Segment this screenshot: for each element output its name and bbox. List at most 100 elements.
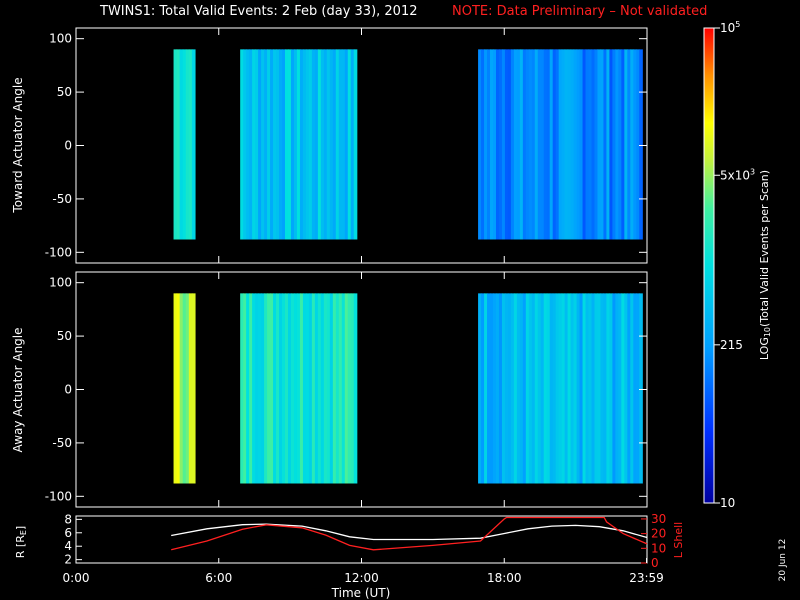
away-heatmap-strip [570,293,575,484]
away-heatmap-strip [546,293,551,484]
toward-heatmap-strip [567,49,572,240]
away-heatmap-strip [240,293,244,484]
toward-heatmap-strip [522,49,527,240]
away-heatmap-strip [487,293,491,484]
lshell-ytick-label: 20 [651,527,666,541]
toward-heatmap-strip [332,49,337,240]
away-heatmap-strip [173,293,178,484]
colorbar: 10 215 5x103 105 LOG10(Total Valid Events p… [703,20,772,510]
away-heatmap-strip [302,293,307,484]
away-heatmap-strip [543,293,548,484]
title-row: TWINS1: Total Valid Events: 2 Feb (day 3… [0,4,800,24]
time-xtick-label: 18:00 [487,571,522,585]
away-heatmap-strip [293,293,298,484]
toward-heatmap-strip [484,49,488,240]
radius-ytick-label: 8 [64,512,72,526]
toward-heatmap-strip [493,49,497,240]
away-heatmap-strip [246,293,250,484]
toward-heatmap-strip [540,49,545,240]
away-heatmap-strip [176,293,181,484]
toward-heatmap-strip [618,49,622,240]
time-xtick-label: 6:00 [205,571,232,585]
away-heatmap-strip [516,293,521,484]
toward-heatmap-strip [519,49,524,240]
preliminary-note: NOTE: Data Preliminary – Not validated [452,4,708,19]
away-heatmap-strip [624,293,628,484]
toward-heatmap-strip [347,49,352,240]
toward-heatmap-strip [335,49,340,240]
away-heatmap-strip [510,293,515,484]
away-heatmap-strip [478,293,482,484]
toward-heatmap-strip [478,49,482,240]
toward-heatmap-strip [570,49,575,240]
toward-heatmap-strip [633,49,637,240]
away-heatmap-strip [179,293,184,484]
date-stamp: 20 Jun 12 [778,539,788,582]
radius-ytick-label: 6 [64,526,72,540]
toward-heatmap-strip [179,49,184,240]
away-heatmap-strip [305,293,310,484]
toward-heatmap-strip [249,49,253,240]
away-heatmap-strip [498,293,503,484]
toward-heatmap-strip [246,49,250,240]
away-heatmap-strip [273,293,277,484]
toward-ytick-label: -50 [52,192,72,206]
away-heatmap-strip [481,293,485,484]
lshell-ylabel: L Shell [672,522,685,558]
away-ytick-label: 100 [49,276,72,290]
away-heatmap-strip [531,293,536,484]
away-heatmap-strip [287,293,292,484]
away-heatmap-strip [243,293,247,484]
toward-heatmap-strip [191,49,196,240]
away-heatmap-strip [308,293,313,484]
toward-heatmap-strip [558,49,563,240]
lshell-line [171,516,648,551]
away-heatmap-strip [585,293,590,484]
away-heatmap-strip [270,293,274,484]
colorbar-tick-label: 5x103 [720,167,755,182]
away-heatmap-strip [276,293,280,484]
away-ytick-label: 0 [64,383,72,397]
toward-heatmap-strip [573,49,578,240]
away-heatmap-strip [290,293,295,484]
away-heatmap-strip [252,293,256,484]
x-axis-label: Time (UT) [331,586,391,600]
away-heatmap-strip [490,293,494,484]
toward-heatmap-strip [576,49,581,240]
away-heatmap-strip [353,293,358,484]
toward-heatmap-strip [579,49,584,240]
toward-heatmap-strip [627,49,631,240]
colorbar-tick-label: 105 [720,20,740,35]
away-heatmap-strip [513,293,518,484]
away-heatmap-strip [519,293,524,484]
away-heatmap-strip [258,293,262,484]
away-heatmap-strip [501,293,506,484]
orbit-panel-frame [75,515,648,564]
toward-heatmap-strip [507,49,512,240]
colorbar-tick-label: 10 [720,496,735,510]
away-ytick-label: -100 [45,489,72,503]
toward-heatmap-strip [188,49,193,240]
away-heatmap-strip [188,293,193,484]
away-heatmap-strip [537,293,542,484]
away-heatmap-strip [323,293,328,484]
toward-heatmap-strip [276,49,280,240]
toward-heatmap-strip [296,49,301,240]
away-heatmap-strip [261,293,265,484]
toward-heatmap-strip [270,49,274,240]
away-heatmap-strip [296,293,301,484]
toward-heatmap-strip [546,49,551,240]
toward-panel: 100 50 0 -50 -100 Toward Actuator Angle [11,27,648,264]
away-heatmap-strip [630,293,634,484]
away-heatmap-strip [185,293,190,484]
away-heatmap-strip [332,293,337,484]
lshell-ytick-label: 10 [651,541,666,555]
toward-heatmap-strip [243,49,247,240]
colorbar-label: LOG10(Total Valid Events per Scan) [758,170,772,360]
toward-heatmap-strip [534,49,539,240]
away-heatmap-strip [267,293,271,484]
toward-heatmap-strip [498,49,503,240]
toward-heatmap-strip [525,49,530,240]
toward-heatmap-strip [603,49,608,240]
